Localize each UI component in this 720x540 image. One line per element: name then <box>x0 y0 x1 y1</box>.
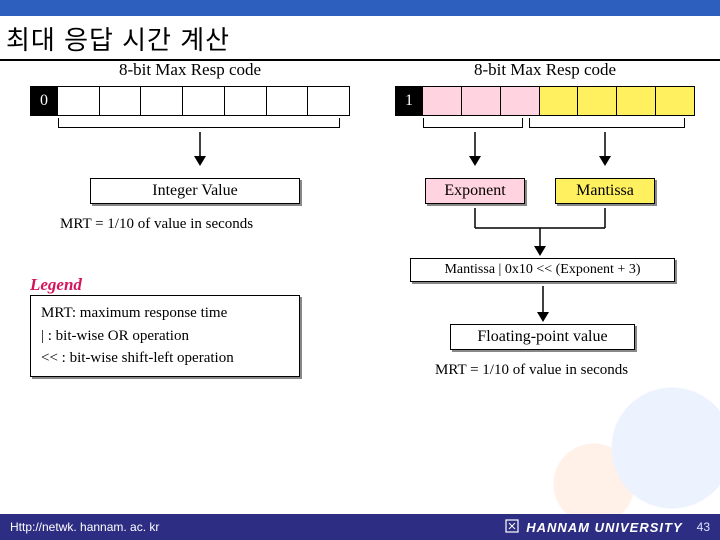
left-formula: MRT = 1/10 of value in seconds <box>60 216 253 233</box>
right-bit-0: 1 <box>395 86 423 116</box>
left-bit <box>225 86 267 116</box>
left-bit <box>183 86 225 116</box>
left-integer-box: Integer Value <box>90 178 300 204</box>
right-exponent-box: Exponent <box>425 178 525 204</box>
left-arrow <box>30 132 350 166</box>
legend-line: MRT: maximum response time <box>41 302 289 325</box>
diagram: 8-bit Max Resp code 0 Integer Value MRT … <box>0 60 720 510</box>
left-caption: 8-bit Max Resp code <box>30 60 350 80</box>
right-bit-mant <box>617 86 656 116</box>
right-brackets <box>395 118 695 132</box>
footer: Http://netwk. hannam. ac. kr HANNAM UNIV… <box>0 514 720 540</box>
right-bit-mant <box>540 86 579 116</box>
page-title: 최대 응답 시간 계산 <box>0 16 720 61</box>
right-bit-mant <box>656 86 695 116</box>
right-formula: MRT = 1/10 of value in seconds <box>435 362 628 379</box>
left-bit <box>100 86 142 116</box>
legend-line: | : bit-wise OR operation <box>41 325 289 348</box>
right-mantissa-box: Mantissa <box>555 178 655 204</box>
right-mid-box: Mantissa | 0x10 << (Exponent + 3) <box>410 258 675 282</box>
right-arrows-2 <box>395 208 695 258</box>
top-bar <box>0 0 720 16</box>
legend-title: Legend <box>30 275 300 295</box>
footer-url: Http://netwk. hannam. ac. kr <box>10 520 159 534</box>
right-arrow-3 <box>395 286 695 324</box>
left-bit <box>308 86 350 116</box>
left-bracket <box>30 118 350 132</box>
legend-box: MRT: maximum response time | : bit-wise … <box>30 295 300 377</box>
right-bit-exp <box>423 86 462 116</box>
right-bits: 1 <box>395 86 695 116</box>
right-column: 8-bit Max Resp code 1 Exponent Mantissa <box>395 60 695 166</box>
left-bits: 0 <box>30 86 350 116</box>
left-bit-0: 0 <box>30 86 58 116</box>
legend-line: << : bit-wise shift-left operation <box>41 347 289 370</box>
right-bit-mant <box>578 86 617 116</box>
left-bit <box>267 86 309 116</box>
footer-logo-icon <box>504 518 520 537</box>
right-bit-exp <box>501 86 540 116</box>
right-fp-box: Floating-point value <box>450 324 635 350</box>
left-bit <box>141 86 183 116</box>
right-bit-exp <box>462 86 501 116</box>
left-bit <box>58 86 100 116</box>
footer-university: HANNAM UNIVERSITY <box>526 520 682 535</box>
left-column: 8-bit Max Resp code 0 Integer Value MRT … <box>30 60 350 166</box>
footer-page-number: 43 <box>697 520 710 534</box>
right-arrows-1 <box>395 132 695 166</box>
right-caption: 8-bit Max Resp code <box>395 60 695 80</box>
